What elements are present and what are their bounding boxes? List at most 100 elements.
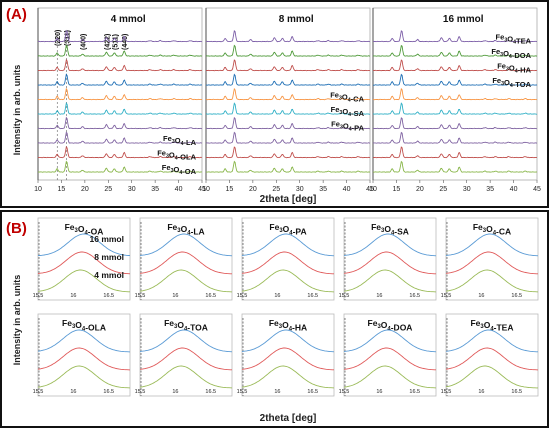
xrd-plot-3: 10 15 20 25 30 35 40 45 16 mmol Fe3O4-TOAFe3O4-HA…: [369, 7, 541, 193]
peak-subplot: Fe3O4-DOA 15.5 16 16.5: [339, 313, 437, 397]
peak-series-16-mmol: [241, 233, 335, 257]
peak-subplot-title: Fe3O4-PA: [269, 222, 306, 236]
xrd-plot-title: 16 mmol: [443, 14, 484, 25]
peak-x-tick-label: 16.5: [205, 293, 216, 299]
peak-x-tick-label: 16.5: [511, 389, 522, 395]
peak-series-16-mmol: [343, 329, 437, 353]
xrd-series-fe3o4-oa: [37, 160, 202, 173]
peak-subplot-frame: [445, 313, 539, 397]
peak-subplot: Fe3O4-CA 15.5 16 16.5: [441, 217, 539, 301]
peak-subplot-title: Fe3O4-SA: [371, 222, 409, 236]
xrd-series-fe3o4-sa: [37, 102, 202, 115]
xrd-series-label: Fe3O4-LA: [163, 134, 197, 147]
xrd-x-tick-label: 45: [198, 186, 206, 193]
xrd-series-fe3o4-ha: [37, 59, 203, 72]
xrd-series-fe3o4-doa: [205, 44, 371, 57]
peak-series-8-mmol: [241, 251, 334, 275]
xrd-series-fe3o4-doa: [372, 44, 537, 57]
panel-a-plots: 10 15 20 25 30 35 40 454 mmol(220) (311) (400) (42…: [34, 7, 541, 193]
peak-subplot-title: Fe3O4-LA: [167, 222, 204, 236]
peak-series-4-mmol: [37, 269, 130, 293]
xrd-series-label: Fe3O4-CA: [330, 91, 364, 104]
xrd-series-fe3o4-oa: [372, 160, 538, 173]
peak-x-tick-label: 16: [172, 389, 178, 395]
xrd-plot-title: 8 mmol: [279, 14, 314, 25]
xrd-series-fe3o4-ola: [37, 146, 203, 159]
miller-index-label: (422): [104, 34, 111, 50]
xrd-x-tick-label: 25: [104, 186, 112, 193]
peak-x-tick-label: 16.5: [409, 293, 420, 299]
peak-x-tick-label: 15.5: [135, 293, 146, 299]
xrd-series-label: Fe3O4-DOA: [491, 47, 531, 60]
peak-series-16-mmol: [37, 233, 131, 257]
peak-x-tick-label: 16: [274, 389, 280, 395]
xrd-x-tick-label: 30: [296, 186, 304, 193]
peak-x-tick-label: 15.5: [135, 389, 146, 395]
xrd-series-label: Fe3O4-TOA: [492, 76, 531, 89]
panel-a-ylabel: Intensity in arb. units: [12, 65, 22, 156]
xrd-x-tick-label: 25: [439, 186, 447, 193]
panel-b-xlabel: 2theta [deg]: [260, 413, 317, 424]
peak-subplot-title: Fe3O4-DOA: [368, 318, 413, 332]
xrd-x-tick-label: 40: [175, 186, 183, 193]
peak-series-16-mmol: [37, 329, 131, 353]
peak-series-16-mmol: [241, 329, 335, 353]
xrd-series-fe3o4-sa: [206, 102, 371, 115]
peak-subplot: Fe3O4-PA 15.5 16 16.5: [237, 217, 335, 301]
panel-a-frame: [0, 0, 549, 208]
miller-index-label: (440): [122, 34, 129, 50]
xrd-series-fe3o4-ha: [373, 59, 538, 72]
peak-subplot-title: Fe3O4-TOA: [164, 318, 208, 332]
xrd-x-tick-label: 10: [369, 186, 377, 193]
panel-a-xlabel: 2theta [deg]: [260, 194, 317, 205]
peak-series-4-mmol: [37, 365, 131, 389]
xrd-series-fe3o4-pa: [205, 116, 370, 130]
xrd-plot-title: 4 mmol: [111, 14, 146, 25]
peak-x-tick-label: 16: [70, 293, 76, 299]
peak-series-label: 8 mmol: [94, 252, 124, 262]
peak-series-16-mmol: [139, 233, 233, 257]
peak-series-4-mmol: [139, 365, 233, 389]
xrd-x-tick-label: 10: [34, 186, 42, 193]
xrd-x-tick-label: 40: [343, 186, 351, 193]
peak-x-tick-label: 16.5: [205, 389, 216, 395]
xrd-x-tick-label: 30: [128, 186, 136, 193]
peak-x-tick-label: 16.5: [307, 293, 318, 299]
peak-series-16-mmol: [445, 329, 538, 353]
xrd-series-label: Fe3O4-OA: [162, 163, 197, 176]
xrd-series-fe3o4-toa: [206, 73, 371, 86]
peak-x-tick-label: 16.5: [409, 389, 420, 395]
peak-series-8-mmol: [241, 347, 334, 371]
xrd-series-fe3o4-ola: [205, 146, 371, 159]
panel-b-ylabel: Intensity in arb. units: [12, 275, 22, 366]
peak-x-tick-label: 16: [274, 293, 280, 299]
peak-x-tick-label: 16.5: [103, 389, 114, 395]
xrd-series-fe3o4-ola: [372, 146, 537, 159]
peak-series-8-mmol: [343, 347, 436, 371]
xrd-x-tick-label: 20: [416, 186, 424, 193]
peak-series-8-mmol: [445, 251, 538, 275]
peak-series-4-mmol: [241, 365, 335, 389]
panel-b-label: (B): [6, 220, 27, 237]
xrd-x-tick-label: 45: [366, 186, 374, 193]
peak-series-8-mmol: [139, 347, 232, 371]
peak-subplot-title: Fe3O4-HA: [269, 318, 307, 332]
xrd-x-tick-label: 35: [319, 186, 327, 193]
xrd-series-label: Fe3O4-PA: [331, 120, 364, 133]
peak-series-8-mmol: [445, 347, 539, 371]
peak-x-tick-label: 16: [376, 293, 382, 299]
peak-series-8-mmol: [343, 251, 436, 275]
xrd-series-fe3o4-toa: [372, 73, 538, 86]
xrd-x-tick-label: 35: [151, 186, 159, 193]
xrd-series-fe3o4-la: [372, 131, 537, 144]
xrd-x-tick-label: 35: [486, 186, 494, 193]
xrd-series-fe3o4-ca: [205, 87, 371, 101]
peak-x-tick-label: 16: [172, 293, 178, 299]
peak-x-tick-label: 16: [478, 389, 484, 395]
xrd-plot-1: 10 15 20 25 30 35 40 454 mmol(220) (311) (400) (42…: [34, 7, 206, 193]
xrd-x-tick-label: 40: [510, 186, 518, 193]
xrd-x-tick-label: 10: [202, 186, 210, 193]
peak-x-tick-label: 16.5: [307, 389, 318, 395]
